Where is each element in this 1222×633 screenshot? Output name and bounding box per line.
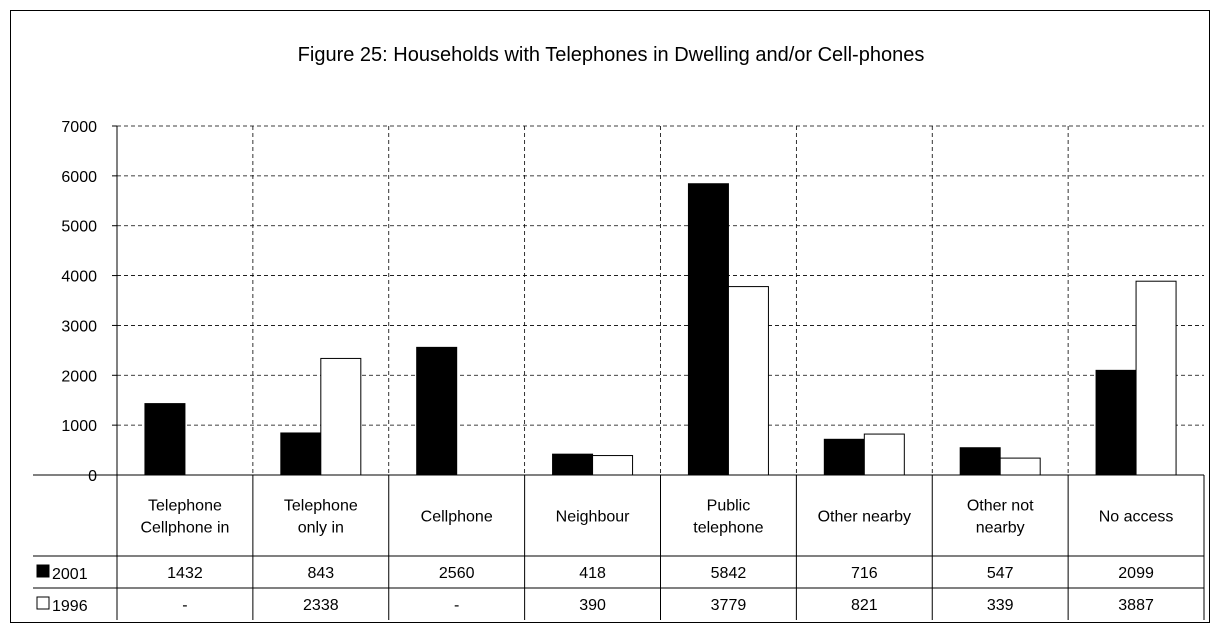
bar-1996	[1000, 458, 1040, 475]
bar-2001	[688, 184, 728, 475]
bar-2001	[553, 454, 593, 475]
x-category-label: Telephone	[284, 498, 358, 515]
data-label-2001: 547	[987, 565, 1014, 582]
data-label-1996: 821	[851, 597, 878, 614]
bar-1996	[728, 287, 768, 475]
data-label-1996: 390	[579, 597, 606, 614]
bar-2001	[824, 439, 864, 475]
data-label-2001: 418	[579, 565, 606, 582]
bar-1996	[1136, 281, 1176, 475]
legend-label-1996: 1996	[52, 598, 88, 615]
y-tick-label: 5000	[61, 219, 97, 236]
data-label-2001: 716	[851, 565, 878, 582]
x-category-label: telephone	[693, 520, 763, 537]
y-tick-label: 7000	[61, 119, 97, 136]
bar-2001	[417, 347, 457, 475]
y-tick-label: 3000	[61, 318, 97, 335]
y-tick-label: 2000	[61, 368, 97, 385]
bar-2001	[281, 433, 321, 475]
x-category-label: nearby	[976, 520, 1025, 537]
x-category-label: No access	[1099, 509, 1174, 526]
data-label-1996: 3779	[711, 597, 747, 614]
legend-key-2001	[37, 565, 49, 577]
x-category-label: Cellphone in	[140, 520, 229, 537]
bar-2001	[960, 448, 1000, 475]
x-category-label: Telephone	[148, 498, 222, 515]
data-label-2001: 2099	[1118, 565, 1154, 582]
x-category-label: Other not	[967, 498, 1034, 515]
x-category-label: Cellphone	[421, 509, 493, 526]
x-category-label: only in	[298, 520, 344, 537]
legend-label-2001: 2001	[52, 566, 88, 583]
x-category-label: Neighbour	[556, 509, 631, 526]
data-label-2001: 5842	[711, 565, 747, 582]
y-tick-label: 4000	[61, 269, 97, 286]
y-tick-label: 0	[88, 468, 97, 485]
data-label-2001: 2560	[439, 565, 475, 582]
y-tick-label: 6000	[61, 169, 97, 186]
data-label-1996: 339	[987, 597, 1014, 614]
bar-2001	[1096, 370, 1136, 475]
data-label-1996: 2338	[303, 597, 339, 614]
data-label-2001: 843	[307, 565, 334, 582]
data-label-1996: 3887	[1118, 597, 1154, 614]
bar-1996	[864, 434, 904, 475]
bar-1996	[321, 358, 361, 475]
bar-1996	[593, 456, 633, 475]
x-category-label: Other nearby	[818, 509, 911, 526]
data-label-1996: -	[454, 597, 459, 614]
legend-key-1996	[37, 597, 49, 609]
x-category-label: Public	[707, 498, 751, 515]
y-tick-label: 1000	[61, 418, 97, 435]
data-label-1996: -	[182, 597, 187, 614]
data-label-2001: 1432	[167, 565, 203, 582]
bar-2001	[145, 404, 185, 475]
